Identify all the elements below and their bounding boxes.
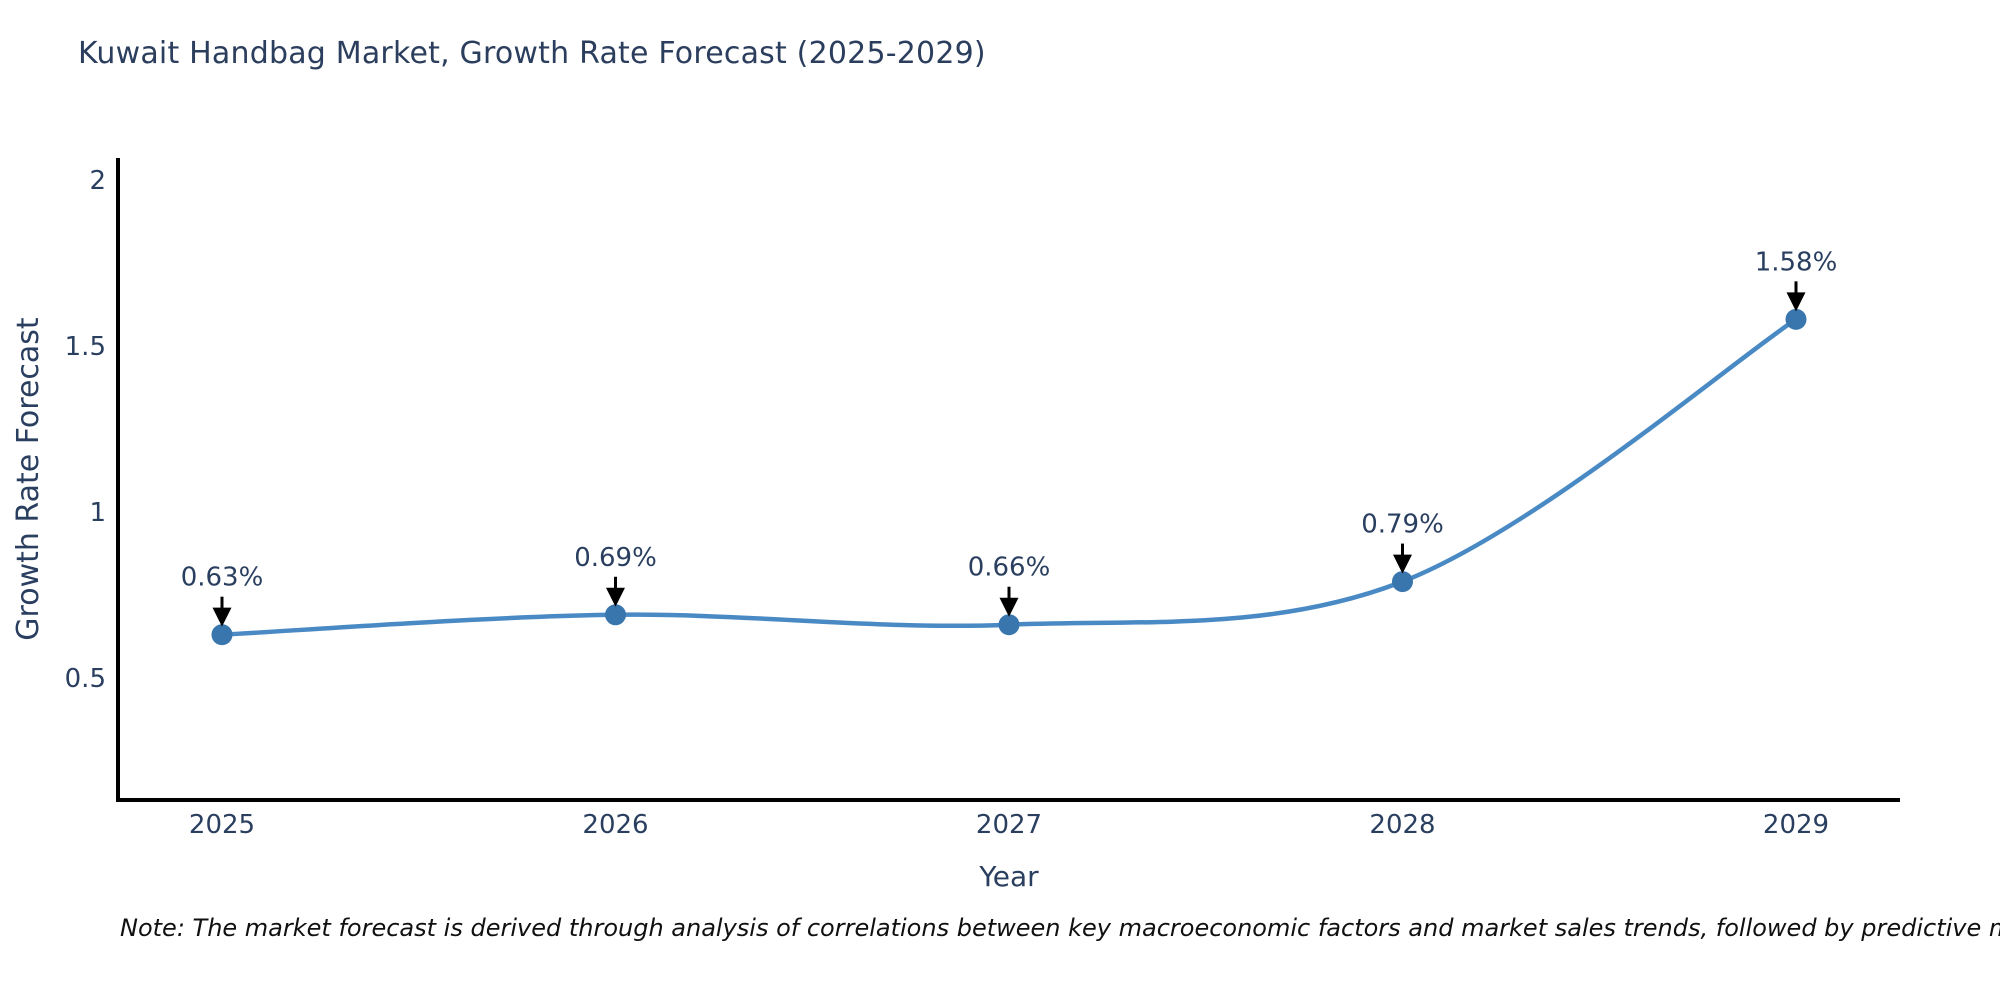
annotation-label: 1.58% [1755,247,1838,277]
annotation-2029: 1.58% [1755,247,1838,312]
annotation-label: 0.69% [574,543,657,573]
x-axis-title: Year [978,860,1039,893]
x-tick-label: 2028 [1369,810,1435,840]
annotation-arrowhead-icon [1393,554,1412,574]
x-tick-label: 2025 [189,810,255,840]
y-tick-label: 0.5 [65,664,106,694]
annotation-label: 0.66% [968,553,1051,583]
y-tick-label: 1.5 [65,332,106,362]
data-point-2025 [211,624,233,646]
footnote: Note: The market forecast is derived thr… [120,914,2000,942]
annotation-arrowhead-icon [212,607,232,627]
x-axis-ticks: 2025 2026 2027 2028 2029 [189,810,1829,840]
data-point-2029 [1785,308,1807,330]
y-axis-ticks: 0.5 1 1.5 2 [65,166,106,694]
annotation-arrowhead-icon [606,587,625,607]
y-tick-label: 1 [89,498,106,528]
annotation-2028: 0.79% [1361,510,1444,574]
data-point-2028 [1392,571,1413,593]
chart-title: Kuwait Handbag Market, Growth Rate Forec… [78,36,986,71]
annotation-2026: 0.69% [574,543,657,607]
y-tick-label: 2 [89,166,106,196]
x-tick-label: 2026 [582,810,648,840]
x-tick-label: 2029 [1763,810,1829,840]
data-point-2027 [998,614,1020,636]
annotation-2027: 0.66% [968,553,1051,617]
annotation-2025: 0.63% [181,563,264,627]
annotation-label: 0.63% [181,563,264,593]
annotation-label: 0.79% [1361,510,1444,540]
point-annotations: 0.63% 0.69% 0.66% 0.79% 1.58% [181,247,1838,627]
annotation-arrowhead-icon [1786,292,1806,312]
annotation-arrowhead-icon [999,597,1019,617]
y-axis-title: Growth Rate Forecast [11,317,46,641]
data-points [211,308,1807,646]
x-tick-label: 2027 [976,810,1042,840]
data-point-2026 [605,604,626,626]
axes [116,158,1900,802]
